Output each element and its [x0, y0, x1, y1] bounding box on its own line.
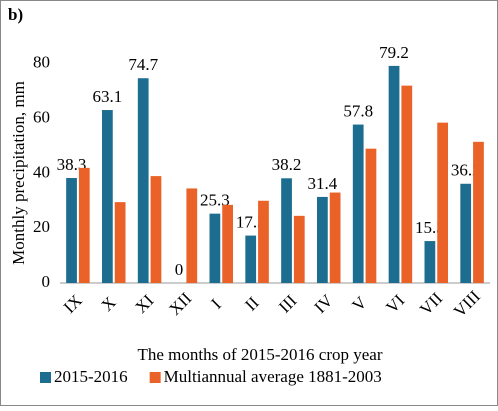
bar — [437, 122, 448, 283]
data-label: 38.2 — [272, 155, 302, 174]
legend-swatch — [149, 372, 161, 383]
bar — [258, 200, 269, 283]
legend-label: Multiannual average 1881-2003 — [164, 367, 382, 386]
bar — [137, 78, 149, 283]
bar — [66, 178, 77, 283]
bar — [245, 235, 257, 283]
bar — [473, 141, 484, 283]
bar — [329, 192, 341, 283]
data-label: 63.1 — [93, 87, 123, 106]
bar — [352, 124, 364, 283]
bar — [78, 167, 90, 283]
bar — [424, 241, 436, 283]
bar — [186, 188, 198, 283]
data-label: 79.2 — [379, 43, 409, 62]
bar — [365, 148, 377, 283]
data-label: 31.4 — [308, 174, 338, 193]
panel-label: b) — [8, 5, 23, 24]
bar — [114, 202, 126, 283]
y-tick-label: 20 — [33, 217, 50, 236]
legend-label: 2015-2016 — [54, 367, 128, 386]
bar — [222, 204, 233, 283]
bar — [317, 196, 328, 283]
data-label: 25.3 — [200, 191, 230, 210]
bar — [401, 85, 413, 284]
bar — [102, 110, 113, 283]
y-tick-label: 40 — [33, 162, 50, 181]
x-axis-title: The months of 2015-2016 crop year — [137, 345, 382, 364]
bar — [293, 215, 305, 283]
bar — [150, 176, 162, 283]
bar — [388, 65, 400, 283]
bar — [281, 178, 292, 283]
y-axis-title: Monthly precipitation, mm — [9, 81, 28, 265]
y-tick-label: 60 — [33, 107, 50, 126]
data-label: 74.7 — [128, 55, 158, 74]
y-tick-label: 0 — [42, 272, 51, 291]
y-tick-label: 80 — [33, 53, 50, 72]
data-label: 57.8 — [343, 101, 373, 120]
data-label: 0 — [175, 260, 184, 279]
bar — [209, 213, 221, 283]
bar — [460, 183, 472, 283]
legend-swatch — [40, 372, 51, 383]
